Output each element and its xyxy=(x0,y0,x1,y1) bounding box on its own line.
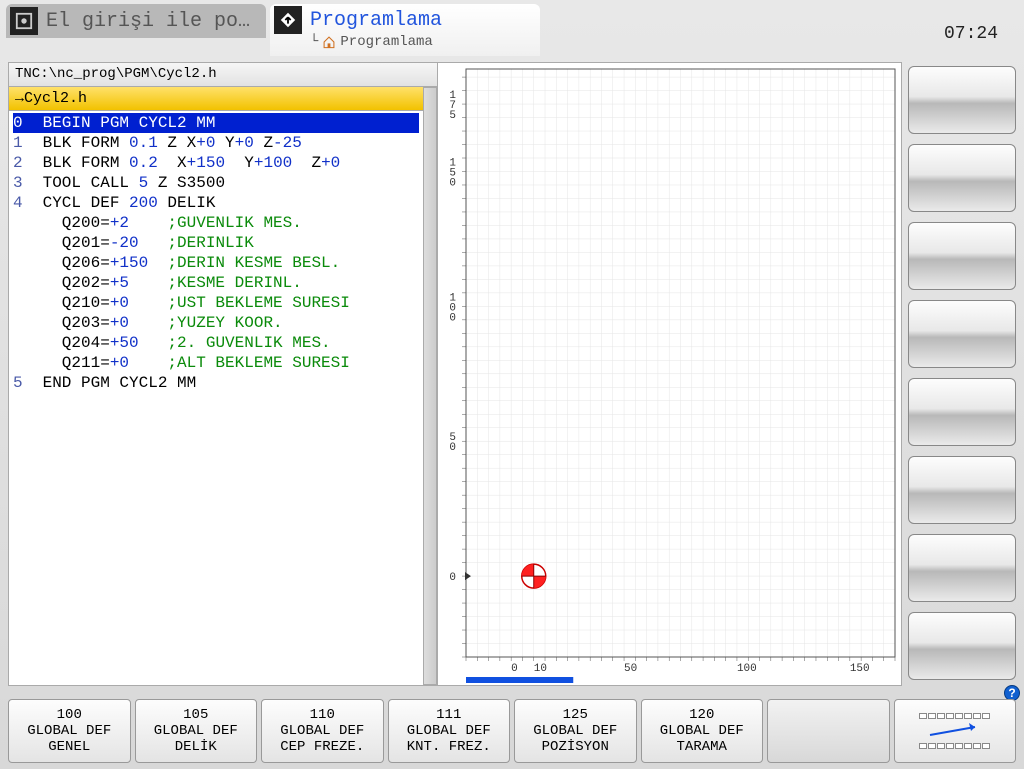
softkey-line1: 105 xyxy=(183,707,208,723)
softkey-line3: DELİK xyxy=(175,739,217,755)
tab-label: Programlama xyxy=(310,9,442,32)
svg-text:0: 0 xyxy=(449,442,456,454)
svg-text:150: 150 xyxy=(850,663,870,675)
softkey-line2: GLOBAL DEF xyxy=(533,723,617,739)
softkey-line2: GLOBAL DEF xyxy=(27,723,111,739)
svg-text:0: 0 xyxy=(449,572,456,584)
svg-text:100: 100 xyxy=(737,663,757,675)
softkey-line2: GLOBAL DEF xyxy=(280,723,364,739)
side-button-1[interactable] xyxy=(908,66,1016,134)
softkey-3[interactable]: 110 GLOBAL DEF CEP FREZE. xyxy=(261,699,384,763)
horizontal-softkey-bar: 100 GLOBAL DEF GENEL 105 GLOBAL DEF DELİ… xyxy=(8,699,1016,763)
svg-text:0: 0 xyxy=(449,177,456,189)
side-button-7[interactable] xyxy=(908,534,1016,602)
svg-text:5: 5 xyxy=(449,110,456,122)
softkey-line2: GLOBAL DEF xyxy=(660,723,744,739)
mode-tab-manual[interactable]: El girişi ile po… xyxy=(6,4,266,38)
breadcrumb-label: Programlama xyxy=(340,34,432,50)
file-tab[interactable]: →Cycl2.h xyxy=(9,87,423,111)
tab-label: El girişi ile po… xyxy=(46,10,250,33)
softkey-line3: CEP FREZE. xyxy=(280,739,364,755)
svg-text:0: 0 xyxy=(511,663,518,675)
side-button-2[interactable] xyxy=(908,144,1016,212)
vertical-softkey-bar xyxy=(908,62,1016,686)
softkey-line1: 111 xyxy=(436,707,461,723)
home-icon xyxy=(322,35,336,49)
file-path: TNC:\nc_prog\PGM\Cycl2.h xyxy=(9,63,437,87)
pager-bottom-icon xyxy=(919,743,990,749)
softkey-4[interactable]: 111 GLOBAL DEF KNT. FREZ. xyxy=(388,699,511,763)
softkey-line1: 100 xyxy=(57,707,82,723)
softkey-line1: 110 xyxy=(310,707,335,723)
side-button-6[interactable] xyxy=(908,456,1016,524)
softkey-1[interactable]: 100 GLOBAL DEF GENEL xyxy=(8,699,131,763)
svg-text:0: 0 xyxy=(449,312,456,324)
breadcrumb: └ Programlama xyxy=(310,34,433,50)
vertical-scrollbar[interactable] xyxy=(423,87,437,685)
softkey-5[interactable]: 125 GLOBAL DEF POZİSYON xyxy=(514,699,637,763)
softkey-6[interactable]: 120 GLOBAL DEF TARAMA xyxy=(641,699,764,763)
tree-icon: └ xyxy=(310,34,318,50)
clock: 07:24 xyxy=(944,24,998,44)
softkey-line2: GLOBAL DEF xyxy=(154,723,238,739)
pager-top-icon xyxy=(919,713,990,719)
code-listing[interactable]: 0 BEGIN PGM CYCL2 MM1 BLK FORM 0.1 Z X+0… xyxy=(9,111,423,685)
svg-text:10: 10 xyxy=(534,663,547,675)
softkey-page-nav[interactable] xyxy=(894,699,1017,763)
svg-text:50: 50 xyxy=(624,663,637,675)
side-button-5[interactable] xyxy=(908,378,1016,446)
softkey-line3: KNT. FREZ. xyxy=(407,739,491,755)
softkey-line3: GENEL xyxy=(48,739,90,755)
softkey-2[interactable]: 105 GLOBAL DEF DELİK xyxy=(135,699,258,763)
programming-mode-icon xyxy=(274,6,302,34)
manual-mode-icon xyxy=(10,7,38,35)
side-button-4[interactable] xyxy=(908,300,1016,368)
softkey-line3: POZİSYON xyxy=(542,739,609,755)
softkey-7-empty[interactable] xyxy=(767,699,890,763)
plot-canvas: 05010015017501050100150 xyxy=(438,63,901,685)
code-editor-panel: TNC:\nc_prog\PGM\Cycl2.h →Cycl2.h 0 BEGI… xyxy=(8,62,438,686)
graphics-panel[interactable]: 05010015017501050100150 xyxy=(438,62,902,686)
softkey-line1: 120 xyxy=(689,707,714,723)
softkey-line2: GLOBAL DEF xyxy=(407,723,491,739)
arrow-right-icon xyxy=(925,721,985,741)
side-button-3[interactable] xyxy=(908,222,1016,290)
mode-tab-programming[interactable]: Programlama └ Programlama xyxy=(270,4,540,56)
title-bar: El girişi ile po… Programlama └ Programl… xyxy=(0,0,1024,62)
softkey-line3: TARAMA xyxy=(677,739,727,755)
side-button-8[interactable] xyxy=(908,612,1016,680)
softkey-line1: 125 xyxy=(563,707,588,723)
